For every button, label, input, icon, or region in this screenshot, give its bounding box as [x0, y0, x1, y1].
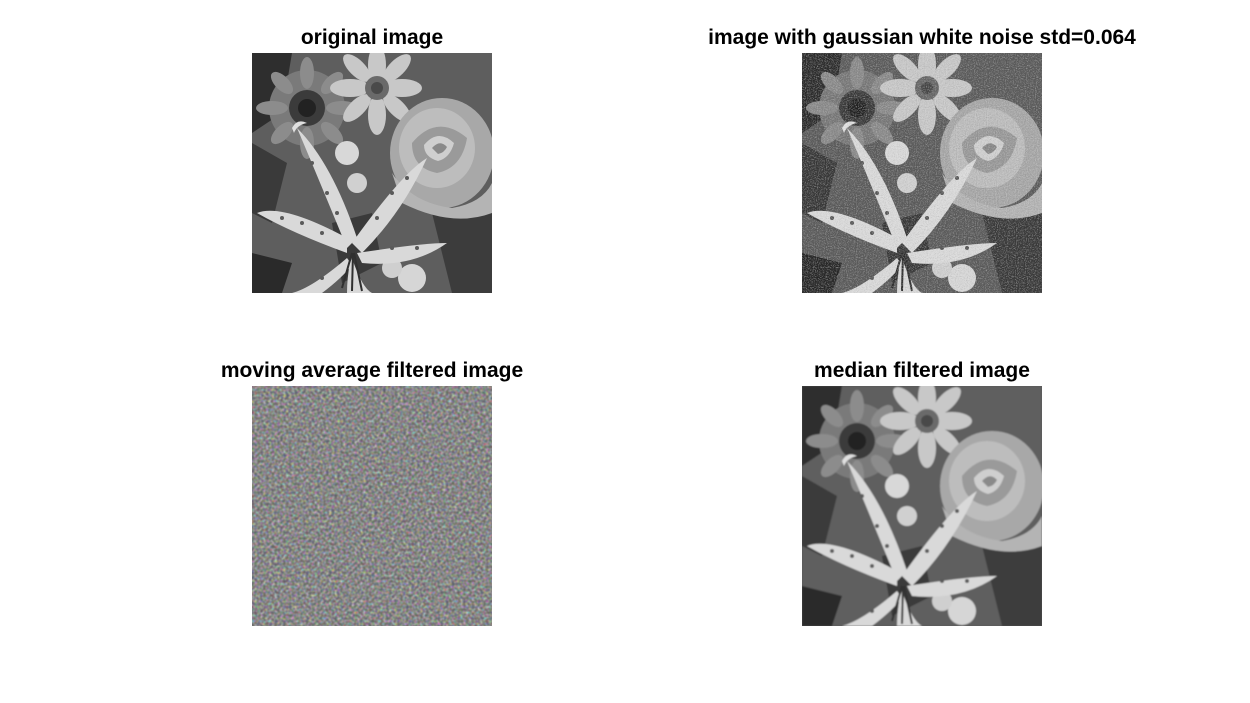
grayscale-flowers-image-blurred: [252, 386, 492, 626]
panel-title-noisy: image with gaussian white noise std=0.06…: [708, 26, 1136, 49]
panel-title-original: original image: [300, 26, 444, 49]
original-image: [252, 53, 492, 293]
grayscale-flowers-image-noisy: [802, 53, 1042, 293]
panel-title-moving-average: moving average filtered image: [220, 359, 524, 382]
panel-title-median: median filtered image: [814, 359, 1030, 382]
median-filtered-image: [802, 386, 1042, 626]
grayscale-flowers-image: [252, 53, 492, 293]
noisy-image: [802, 53, 1042, 293]
grayscale-flowers-image-median: [802, 386, 1042, 626]
moving-average-image: [252, 386, 492, 626]
